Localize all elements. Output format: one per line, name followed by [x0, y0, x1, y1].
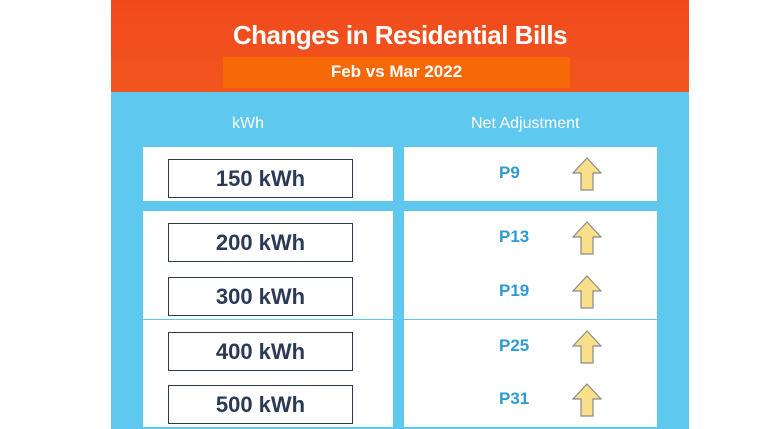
kwh-box: 400 kWh: [168, 332, 353, 371]
page-title: Changes in Residential Bills: [232, 20, 568, 50]
up-arrow-icon: [572, 330, 602, 364]
kwh-box: 500 kWh: [168, 385, 353, 424]
kwh-value: 500 kWh: [215, 392, 306, 417]
adjustment-cell: P25: [404, 320, 657, 374]
up-arrow-icon: [572, 383, 602, 417]
subtitle-bar: Feb vs Mar 2022: [223, 57, 570, 88]
up-arrow-icon: [572, 275, 602, 309]
kwh-cell: 300 kWh: [143, 265, 393, 319]
kwh-cell: 400 kWh: [143, 320, 393, 374]
column-header-kwh: kWh: [232, 115, 264, 132]
adjustment-cell: P31: [404, 373, 657, 427]
adjustment-value: P19: [499, 281, 530, 300]
kwh-box: 150 kWh: [168, 159, 353, 198]
adjustment-value: P25: [499, 336, 530, 355]
kwh-value: 300 kWh: [215, 284, 306, 309]
kwh-value: 400 kWh: [215, 339, 306, 364]
adjustment-value: P31: [499, 389, 530, 408]
subtitle: Feb vs Mar 2022: [330, 62, 463, 81]
column-header-net-adjustment: Net Adjustment: [471, 115, 580, 132]
kwh-value: 150 kWh: [215, 166, 306, 191]
adjustment-value: P9: [499, 163, 520, 182]
adjustment-cell: P9: [404, 147, 657, 201]
kwh-cell: 150 kWh: [143, 147, 393, 201]
up-arrow-icon: [572, 157, 602, 191]
bill-changes-card: Changes in Residential Bills Feb vs Mar …: [111, 0, 689, 429]
kwh-cell: 200 kWh: [143, 211, 393, 265]
kwh-box: 300 kWh: [168, 277, 353, 316]
kwh-value: 200 kWh: [215, 230, 306, 255]
up-arrow-icon: [572, 221, 602, 255]
adjustment-cell: P19: [404, 265, 657, 319]
header-banner: Changes in Residential Bills Feb vs Mar …: [111, 0, 689, 92]
adjustment-cell: P13: [404, 211, 657, 265]
adjustment-value: P13: [499, 227, 530, 246]
kwh-cell: 500 kWh: [143, 373, 393, 427]
kwh-box: 200 kWh: [168, 223, 353, 262]
